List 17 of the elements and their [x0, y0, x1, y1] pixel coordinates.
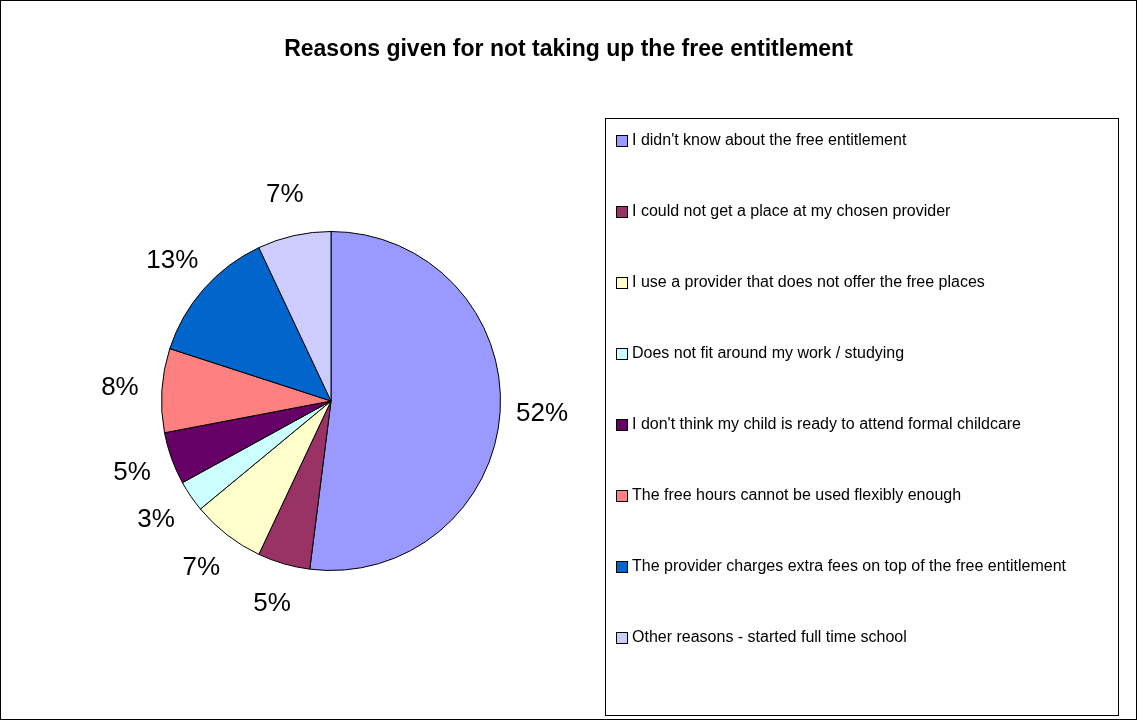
- data-label: 5%: [113, 455, 151, 486]
- legend-label: Does not fit around my work / studying: [632, 343, 905, 363]
- data-label: 7%: [266, 177, 304, 208]
- data-label: 8%: [101, 370, 139, 401]
- legend-label: The provider charges extra fees on top of the free entitlement: [632, 556, 1067, 576]
- data-label: 3%: [137, 503, 175, 534]
- legend-label: I don't think my child is ready to attend formal childcare: [632, 414, 1022, 434]
- data-label: 13%: [146, 244, 199, 275]
- data-label: 7%: [182, 551, 221, 582]
- legend-label: I didn't know about the free entitlement: [632, 130, 907, 150]
- legend-label: I could not get a place at my chosen provider: [632, 201, 951, 221]
- legend-label: Other reasons - started full time school: [632, 627, 907, 647]
- chart-title: Reasons given for not taking up the free entitlement: [283, 35, 854, 62]
- data-label: 52%: [516, 397, 569, 428]
- legend-label: I use a provider that does not offer the free places: [632, 272, 985, 292]
- legend-label: The free hours cannot be used flexibly enough: [632, 485, 962, 505]
- data-label: 5%: [253, 587, 291, 618]
